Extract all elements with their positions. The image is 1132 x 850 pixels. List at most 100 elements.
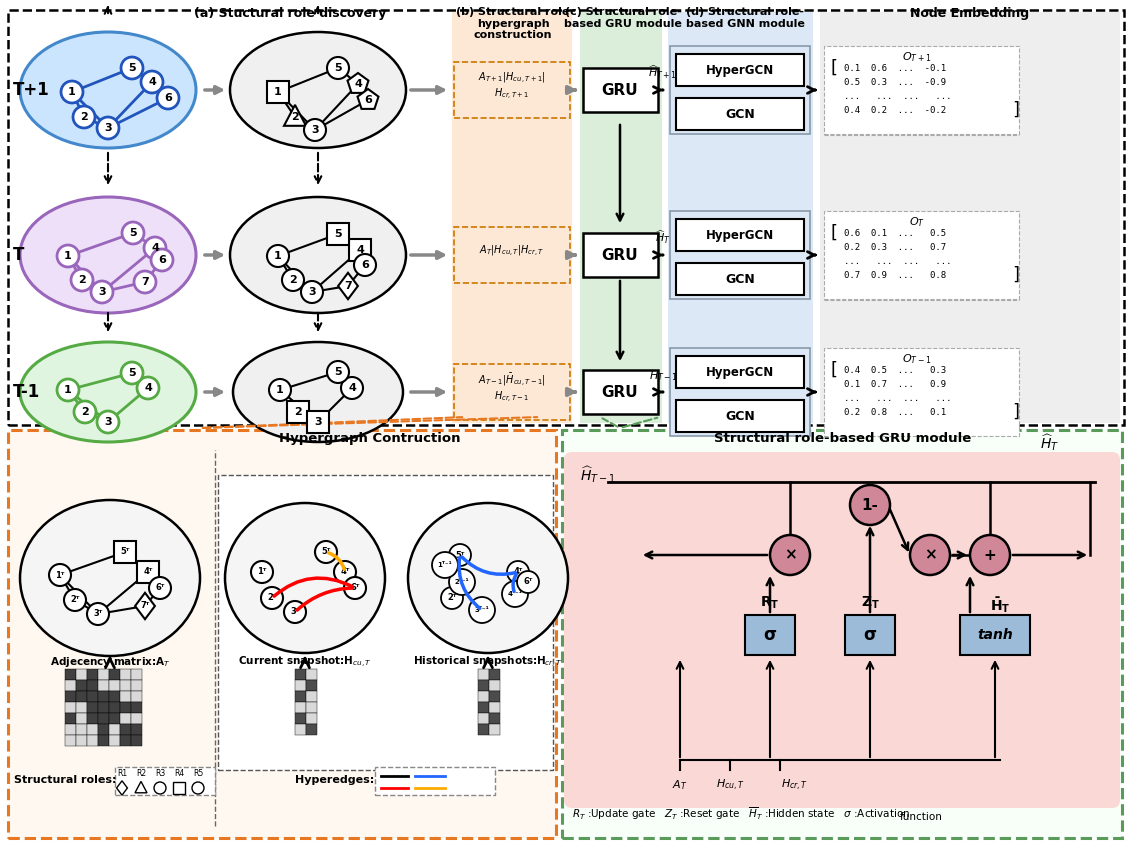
Text: 4: 4 <box>151 243 158 253</box>
Bar <box>65 724 76 735</box>
Circle shape <box>770 535 811 575</box>
Bar <box>676 400 804 432</box>
Text: $A_T|H_{cu,T}|H_{cr,T}$: $A_T|H_{cu,T}|H_{cr,T}$ <box>479 244 544 258</box>
Text: 0.2  0.3  ...   0.7: 0.2 0.3 ... 0.7 <box>844 242 946 252</box>
Bar <box>454 227 571 283</box>
Text: 2: 2 <box>80 112 88 122</box>
Text: T: T <box>12 246 25 264</box>
Text: tanh: tanh <box>977 628 1013 642</box>
Text: 7: 7 <box>142 277 149 287</box>
Text: T-1: T-1 <box>12 383 41 401</box>
Text: T+1: T+1 <box>12 81 50 99</box>
Circle shape <box>449 544 471 566</box>
Circle shape <box>341 377 363 399</box>
Text: 6: 6 <box>361 260 369 270</box>
Bar <box>489 669 500 680</box>
Text: $H_{cu,T}$: $H_{cu,T}$ <box>715 778 745 793</box>
Bar <box>824 46 1019 134</box>
Text: HyperGCN: HyperGCN <box>706 64 774 76</box>
Text: 0.4  0.5  ...   0.3: 0.4 0.5 ... 0.3 <box>844 366 946 375</box>
Text: 5ᵀ: 5ᵀ <box>455 551 465 559</box>
Text: 4: 4 <box>354 79 362 89</box>
Bar <box>87 691 98 702</box>
Text: ]: ] <box>1012 101 1019 119</box>
Text: 6: 6 <box>158 255 166 265</box>
Bar <box>478 669 489 680</box>
Text: HyperGCN: HyperGCN <box>706 366 774 378</box>
Text: 5: 5 <box>334 63 342 73</box>
Ellipse shape <box>20 500 200 656</box>
Text: R5: R5 <box>192 769 203 779</box>
Circle shape <box>121 57 143 79</box>
Text: 4ᵀ: 4ᵀ <box>513 568 523 576</box>
Ellipse shape <box>20 32 196 148</box>
Circle shape <box>122 222 144 244</box>
Text: ...   ...  ...   ...: ... ... ... ... <box>844 92 952 100</box>
Text: 0.5  0.3  ...  -0.9: 0.5 0.3 ... -0.9 <box>844 77 946 87</box>
Text: Current snapshot:H$_{cu,T}$: Current snapshot:H$_{cu,T}$ <box>238 655 371 670</box>
Bar <box>76 735 87 746</box>
Text: 7ᵀ: 7ᵀ <box>140 602 149 610</box>
Circle shape <box>137 377 158 399</box>
Text: 0.1  0.7  ...   0.9: 0.1 0.7 ... 0.9 <box>844 379 946 388</box>
Text: 4: 4 <box>348 383 355 393</box>
Text: $\mathbf{\bar{H}_T}$: $\mathbf{\bar{H}_T}$ <box>989 595 1010 615</box>
Text: 2: 2 <box>291 112 299 122</box>
Text: Hypergraph Contruction: Hypergraph Contruction <box>280 432 461 445</box>
Circle shape <box>251 561 273 583</box>
Bar <box>844 615 895 655</box>
Text: GRU: GRU <box>602 247 638 263</box>
Text: 3: 3 <box>311 125 319 135</box>
Bar <box>375 767 495 795</box>
Text: GRU: GRU <box>602 384 638 399</box>
Bar <box>76 669 87 680</box>
Circle shape <box>284 601 306 623</box>
Bar <box>454 364 571 420</box>
Circle shape <box>157 87 179 109</box>
Text: 1-: 1- <box>861 497 878 513</box>
Ellipse shape <box>230 32 406 148</box>
Circle shape <box>71 269 93 291</box>
Text: R2: R2 <box>136 769 146 779</box>
Bar <box>87 735 98 746</box>
Text: $A_{T+1}|H_{cu,T+1}|$
$H_{cr,T+1}$: $A_{T+1}|H_{cu,T+1}|$ $H_{cr,T+1}$ <box>478 70 546 102</box>
Bar <box>109 735 120 746</box>
Text: GCN: GCN <box>726 273 755 286</box>
Text: $A_T$: $A_T$ <box>672 778 688 792</box>
Bar <box>478 702 489 713</box>
Bar <box>131 669 142 680</box>
Bar <box>676 54 804 86</box>
Bar <box>109 669 120 680</box>
Bar <box>295 691 306 702</box>
Circle shape <box>57 379 79 401</box>
Text: 1ᵀ: 1ᵀ <box>257 568 267 576</box>
Bar <box>131 735 142 746</box>
Bar <box>115 767 215 795</box>
Circle shape <box>301 281 323 303</box>
Polygon shape <box>348 73 368 93</box>
Bar <box>87 702 98 713</box>
Bar <box>349 239 371 261</box>
Circle shape <box>87 603 109 625</box>
Text: R4: R4 <box>174 769 185 779</box>
Polygon shape <box>284 105 306 126</box>
Bar <box>489 713 500 724</box>
Bar <box>76 713 87 724</box>
Text: 4ᵀ: 4ᵀ <box>144 568 153 576</box>
Text: 5ᵀ: 5ᵀ <box>321 547 331 557</box>
Bar <box>131 713 142 724</box>
Bar <box>454 62 571 118</box>
Bar <box>676 356 804 388</box>
FancyBboxPatch shape <box>564 452 1120 808</box>
Text: $H_{cr,T}$: $H_{cr,T}$ <box>781 778 808 793</box>
Circle shape <box>57 245 79 267</box>
Bar <box>109 713 120 724</box>
Polygon shape <box>135 781 147 793</box>
Circle shape <box>121 362 143 384</box>
Text: [: [ <box>830 361 837 379</box>
Bar <box>120 724 131 735</box>
Bar <box>76 680 87 691</box>
Bar <box>76 702 87 713</box>
Bar <box>489 691 500 702</box>
Bar <box>295 713 306 724</box>
